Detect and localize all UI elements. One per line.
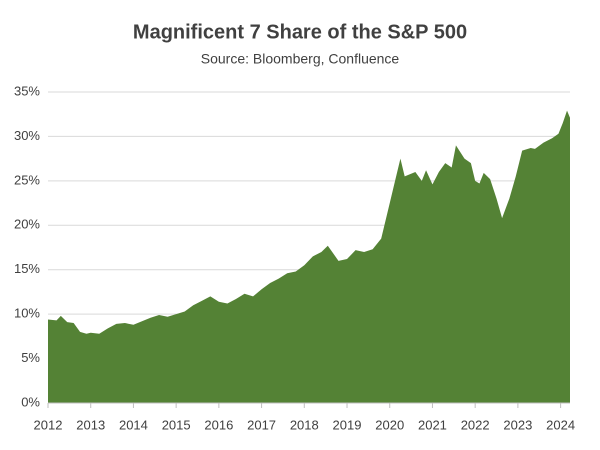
x-tick-label: 2015 (162, 417, 191, 432)
y-tick-label: 25% (14, 172, 40, 187)
x-tick-label: 2020 (375, 417, 404, 432)
chart-title: Magnificent 7 Share of the S&P 500 (133, 21, 467, 43)
x-tick-label: 2016 (204, 417, 233, 432)
area (48, 110, 570, 403)
x-tick-label: 2017 (247, 417, 276, 432)
x-tick-label: 2022 (461, 417, 490, 432)
y-tick-label: 10% (14, 306, 40, 321)
y-tick-label: 35% (14, 83, 40, 98)
x-tick-label: 2024 (546, 417, 575, 432)
x-tick-label: 2021 (418, 417, 447, 432)
x-tick-label: 2018 (290, 417, 319, 432)
y-tick-label: 15% (14, 261, 40, 276)
x-tick-label: 2014 (119, 417, 148, 432)
chart-subtitle: Source: Bloomberg, Confluence (201, 51, 400, 67)
x-tick-label: 2012 (34, 417, 63, 432)
x-tick-label: 2013 (76, 417, 105, 432)
y-tick-label: 5% (21, 350, 40, 365)
x-tick-label: 2019 (333, 417, 362, 432)
y-tick-label: 0% (21, 394, 40, 409)
x-tick-label: 2023 (503, 417, 532, 432)
y-tick-label: 30% (14, 128, 40, 143)
y-tick-label: 20% (14, 217, 40, 232)
